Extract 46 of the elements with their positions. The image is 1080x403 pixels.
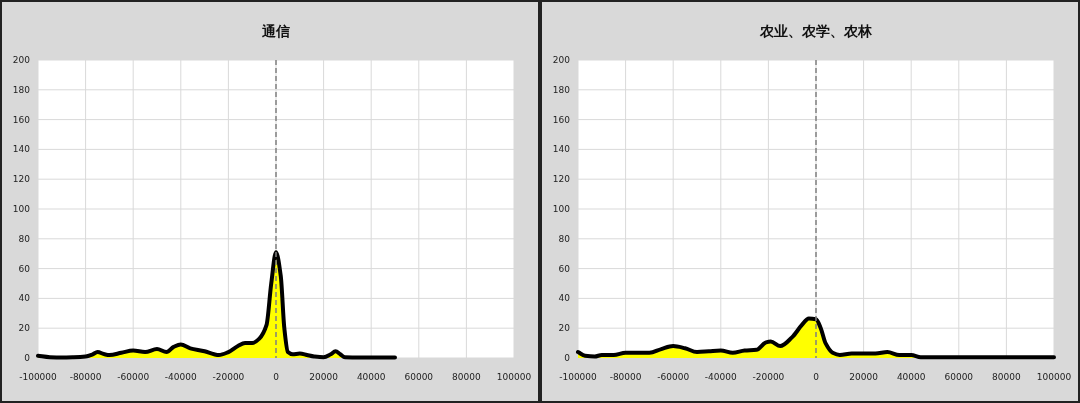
y-tick-label: 0: [24, 353, 31, 363]
x-tick-label: 20000: [309, 372, 339, 382]
y-tick-label: 40: [558, 293, 571, 304]
x-tick-label: -80000: [69, 372, 102, 382]
x-tick-label: -20000: [212, 372, 245, 382]
y-tick-label: 0: [564, 353, 571, 363]
x-tick-label: -40000: [164, 372, 198, 382]
y-tick-label: 100: [552, 204, 571, 214]
x-tick-label: -100000: [559, 372, 598, 382]
y-tick-label: 200: [552, 55, 571, 65]
y-tick-label: 160: [552, 114, 571, 125]
y-tick-label: 160: [12, 114, 31, 125]
y-tick-label: 100: [12, 204, 31, 214]
x-tick-label: -60000: [657, 372, 690, 382]
x-tick-label: 80000: [452, 372, 481, 382]
x-tick-label: -80000: [609, 372, 642, 382]
x-tick-label: 0: [813, 372, 820, 382]
y-tick-label: 120: [12, 174, 31, 185]
x-tick-label: -20000: [752, 372, 785, 382]
x-tick-label: -60000: [117, 372, 150, 382]
x-tick-label: -40000: [704, 372, 738, 382]
chart-title: 通信: [261, 23, 290, 39]
y-tick-label: 40: [18, 293, 31, 304]
x-tick-label: -100000: [19, 372, 58, 382]
y-tick-label: 140: [12, 144, 31, 155]
y-tick-label: 120: [552, 174, 571, 185]
y-tick-label: 140: [552, 144, 571, 155]
x-tick-label: 60000: [944, 372, 974, 382]
y-tick-label: 200: [12, 55, 31, 65]
y-tick-label: 20: [558, 323, 571, 334]
y-tick-label: 60: [558, 263, 571, 274]
y-tick-label: 60: [18, 263, 31, 274]
y-tick-label: 80: [558, 233, 571, 244]
x-tick-label: 100000: [496, 372, 532, 382]
x-tick-label: 20000: [849, 372, 879, 382]
x-tick-label: 100000: [1036, 372, 1072, 382]
x-tick-label: 40000: [356, 372, 386, 382]
x-tick-label: 60000: [404, 372, 434, 382]
y-tick-label: 180: [552, 84, 571, 95]
x-tick-label: 0: [273, 372, 280, 382]
chart-title: 农业、农学、农林: [759, 23, 873, 39]
x-tick-label: 80000: [992, 372, 1021, 382]
y-tick-label: 180: [12, 84, 31, 95]
y-tick-label: 80: [18, 233, 31, 244]
x-tick-label: 40000: [896, 372, 926, 382]
y-tick-label: 20: [18, 323, 31, 334]
